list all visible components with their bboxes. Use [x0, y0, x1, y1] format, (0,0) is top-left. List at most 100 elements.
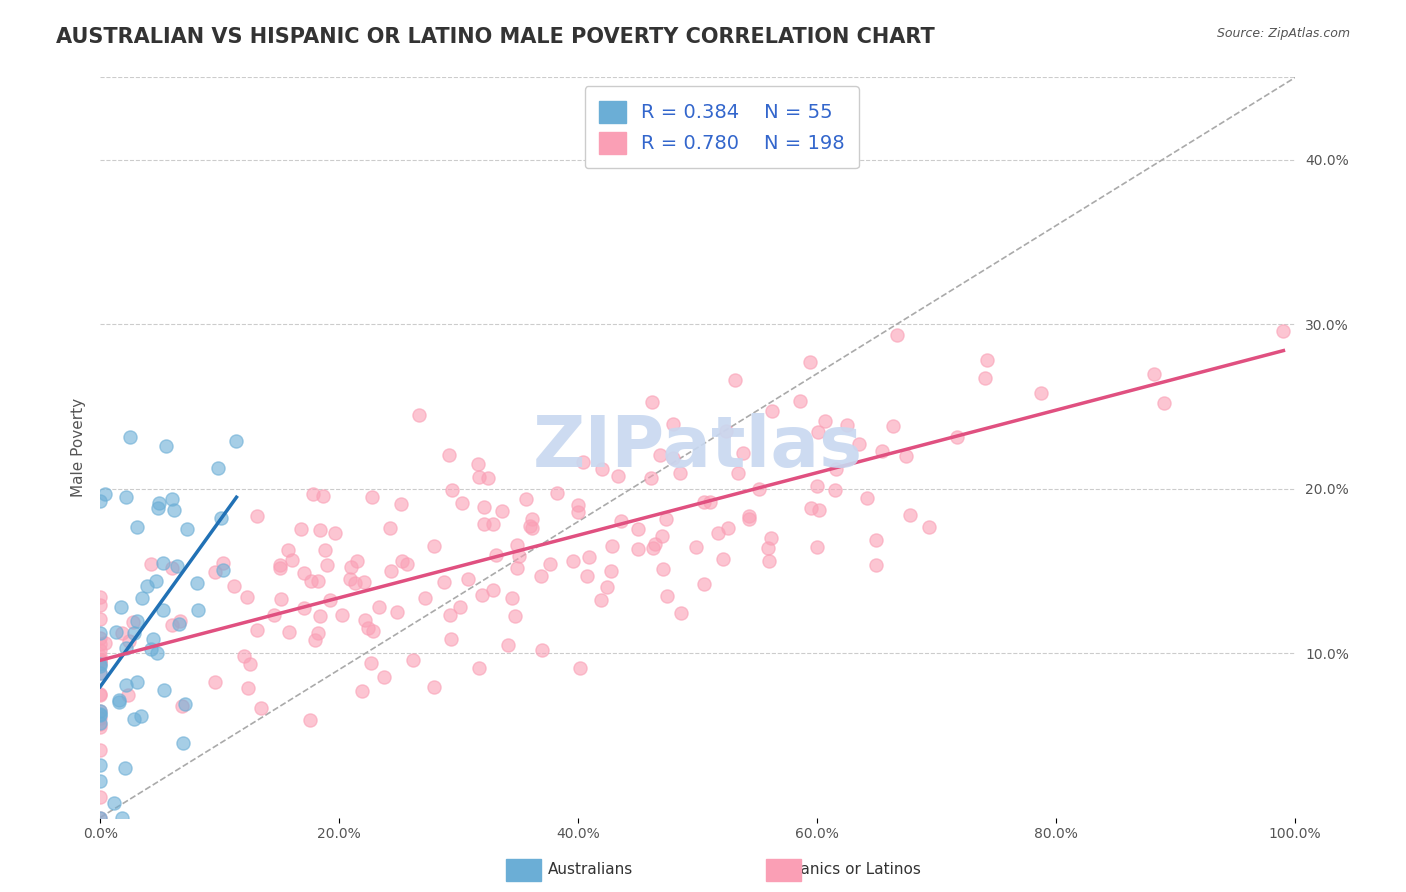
Y-axis label: Male Poverty: Male Poverty — [72, 398, 86, 497]
Point — [148, 496, 170, 510]
Point — [385, 605, 408, 619]
Point — [89, 590, 111, 604]
Legend: R = 0.384    N = 55, R = 0.780    N = 198: R = 0.384 N = 55, R = 0.780 N = 198 — [585, 87, 859, 169]
Point — [652, 562, 675, 576]
Point — [467, 470, 489, 484]
Point — [117, 688, 139, 702]
Point — [467, 457, 489, 471]
Text: AUSTRALIAN VS HISPANIC OR LATINO MALE POVERTY CORRELATION CHART: AUSTRALIAN VS HISPANIC OR LATINO MALE PO… — [56, 27, 935, 46]
Point — [89, 494, 111, 508]
Point — [808, 502, 831, 516]
Point — [472, 516, 495, 531]
Point — [309, 609, 332, 624]
Point — [89, 612, 111, 626]
Point — [246, 623, 269, 637]
Point — [567, 498, 589, 512]
Point — [472, 500, 495, 515]
Point — [212, 563, 235, 577]
Point — [89, 666, 111, 681]
Point — [655, 589, 678, 603]
Point — [104, 624, 127, 639]
Point — [186, 575, 208, 590]
Point — [89, 743, 111, 757]
Point — [269, 558, 291, 572]
Point — [894, 450, 917, 464]
Text: Source: ZipAtlas.com: Source: ZipAtlas.com — [1216, 27, 1350, 40]
Point — [837, 418, 859, 433]
Point — [173, 697, 195, 711]
Point — [339, 572, 361, 586]
Point — [531, 643, 554, 657]
Point — [882, 419, 904, 434]
Point — [491, 504, 513, 518]
Point — [250, 701, 273, 715]
Point — [600, 564, 623, 578]
Point — [114, 641, 136, 656]
Point — [89, 811, 111, 825]
Point — [312, 490, 335, 504]
Point — [481, 517, 503, 532]
Point — [163, 503, 186, 517]
Point — [402, 653, 425, 667]
Point — [111, 811, 134, 825]
Point — [644, 537, 666, 551]
Point — [89, 653, 111, 667]
Point — [160, 561, 183, 575]
Point — [640, 471, 662, 485]
Point — [600, 539, 623, 553]
Point — [290, 522, 312, 536]
Point — [807, 425, 830, 439]
Point — [457, 572, 479, 586]
Point — [692, 495, 714, 509]
Point — [1143, 367, 1166, 381]
Point — [568, 660, 591, 674]
Point — [360, 657, 382, 671]
Point — [471, 588, 494, 602]
Point — [89, 688, 111, 702]
Point — [332, 607, 354, 622]
Point — [825, 462, 848, 476]
Point — [439, 608, 461, 623]
Text: Australians: Australians — [548, 863, 633, 877]
Point — [204, 675, 226, 690]
Point — [89, 706, 111, 721]
Point — [89, 811, 111, 825]
Point — [93, 487, 115, 501]
Point — [440, 483, 463, 498]
Point — [506, 561, 529, 575]
Point — [89, 657, 111, 671]
Point — [423, 680, 446, 694]
Point — [89, 657, 111, 671]
Point — [727, 467, 749, 481]
Point — [350, 683, 373, 698]
Point — [319, 592, 342, 607]
Point — [662, 417, 685, 432]
Point — [111, 626, 134, 640]
Point — [865, 533, 887, 548]
Point — [824, 483, 846, 497]
Point — [522, 520, 544, 534]
Point — [89, 648, 111, 663]
Point — [292, 601, 315, 615]
Point — [103, 796, 125, 810]
Point — [756, 541, 779, 556]
Point — [651, 529, 673, 543]
Point — [538, 557, 561, 571]
Point — [344, 576, 367, 591]
Point — [127, 614, 149, 628]
Point — [974, 371, 997, 385]
Point — [323, 525, 346, 540]
Point — [496, 638, 519, 652]
Point — [114, 761, 136, 775]
Point — [976, 353, 998, 368]
Point — [731, 446, 754, 460]
Point — [89, 643, 111, 657]
Point — [89, 717, 111, 731]
Point — [115, 678, 138, 692]
Point — [761, 404, 783, 418]
Point — [627, 541, 650, 556]
Point — [501, 591, 523, 606]
Point — [167, 617, 190, 632]
Point — [176, 522, 198, 536]
Point — [737, 508, 759, 523]
